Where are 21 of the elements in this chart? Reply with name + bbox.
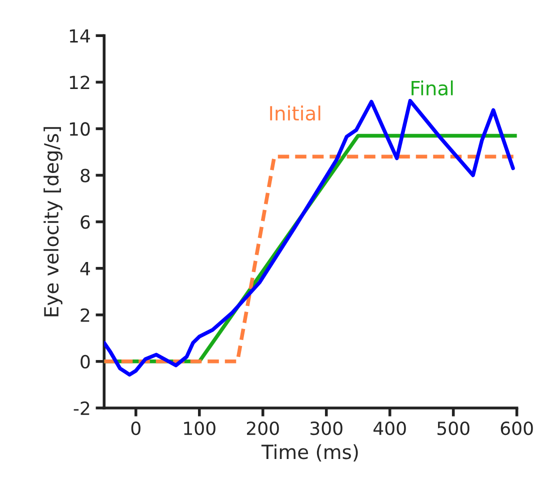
y-tick-label: 14 — [70, 29, 90, 42]
x-tick-label: 0 — [131, 421, 140, 436]
y-tick-label: 6 — [80, 215, 90, 229]
y-axis-title: Eye velocity [deg/s] — [44, 127, 62, 316]
text: Final — [412, 80, 453, 96]
x-tick-label: 400 — [374, 421, 406, 436]
y-tick-label: 4 — [80, 262, 90, 276]
x-tick-label: 300 — [310, 421, 342, 436]
x-tick-label: 200 — [246, 421, 279, 436]
y-tick-label: 12 — [70, 76, 90, 90]
series-label: Initial — [270, 106, 320, 121]
y-tick-label: 0 — [80, 354, 90, 369]
y-tick-label: -2 — [74, 401, 90, 415]
x-axis-title: Time (ms) — [261, 444, 358, 462]
x-tick-label: 600 — [500, 421, 533, 436]
y-tick-label: 10 — [70, 122, 90, 136]
line-series — [104, 98, 515, 377]
x-tick-label: 500 — [438, 421, 470, 436]
x-tick-label: 100 — [184, 421, 216, 436]
y-tick-label: 8 — [80, 168, 90, 182]
y-tick-label: 2 — [80, 308, 90, 322]
